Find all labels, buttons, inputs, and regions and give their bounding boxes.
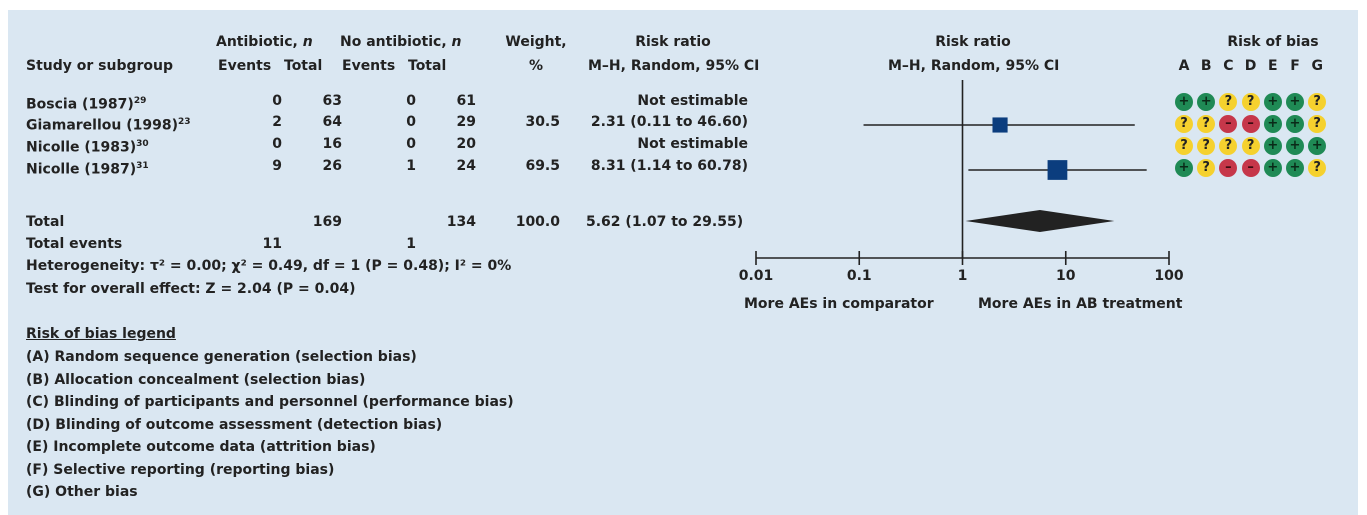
rob-low-dot: + (1286, 137, 1304, 155)
x-tick-label: 10 (1036, 268, 1096, 285)
rob-low-dot: + (1264, 159, 1282, 177)
rob-unc-dot: ? (1175, 137, 1193, 155)
forest-plot (8, 10, 1358, 515)
x-tick-label: 0.01 (726, 268, 786, 285)
pooled-diamond (966, 210, 1115, 232)
rob-high-dot: – (1242, 115, 1260, 133)
rob-low-dot: + (1286, 159, 1304, 177)
study-marker (992, 117, 1007, 132)
forest-plot-panel: Antibiotic, n No antibiotic, n Weight, R… (8, 10, 1358, 515)
x-tick-label: 0.1 (829, 268, 889, 285)
x-label-left: More AEs in comparator (744, 296, 934, 313)
rob-low-dot: + (1286, 93, 1304, 111)
rob-unc-dot: ? (1175, 115, 1193, 133)
rob-low-dot: + (1175, 159, 1193, 177)
rob-high-dot: – (1242, 159, 1260, 177)
x-tick-label: 100 (1139, 268, 1199, 285)
x-label-right: More AEs in AB treatment (978, 296, 1182, 313)
rob-unc-dot: ? (1242, 93, 1260, 111)
rob-low-dot: + (1264, 115, 1282, 133)
rob-low-dot: + (1264, 137, 1282, 155)
rob-low-dot: + (1286, 115, 1304, 133)
rob-unc-dot: ? (1242, 137, 1260, 155)
rob-low-dot: + (1175, 93, 1193, 111)
x-tick-label: 1 (933, 268, 993, 285)
study-marker (1048, 160, 1068, 180)
rob-low-dot: + (1264, 93, 1282, 111)
